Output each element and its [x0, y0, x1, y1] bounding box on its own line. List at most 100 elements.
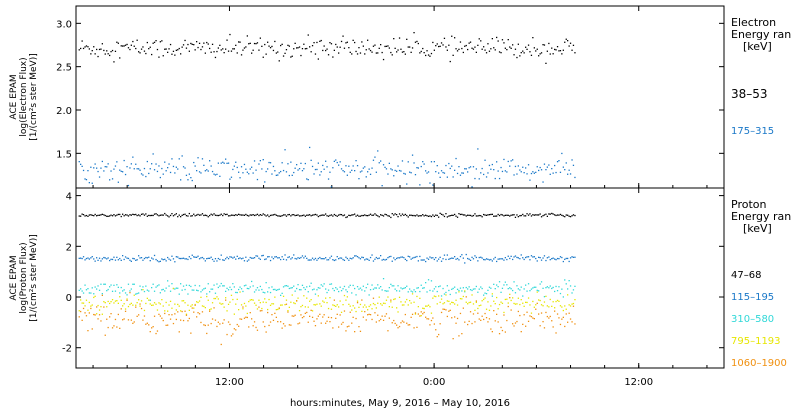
data-point — [506, 258, 508, 261]
data-point — [113, 61, 115, 63]
data-point — [225, 299, 227, 301]
data-point — [510, 299, 512, 302]
data-point — [193, 289, 195, 291]
data-point — [378, 216, 380, 218]
data-point — [168, 216, 170, 218]
data-point — [101, 294, 103, 296]
data-point — [496, 215, 498, 217]
data-point — [465, 253, 467, 256]
data-point — [245, 256, 247, 258]
data-point — [545, 287, 547, 289]
data-point — [325, 213, 327, 215]
data-point — [304, 215, 306, 217]
data-point — [301, 317, 304, 319]
data-point — [571, 159, 573, 161]
data-point — [148, 214, 150, 217]
data-point — [267, 41, 269, 43]
data-point — [256, 178, 259, 181]
data-point — [501, 302, 504, 304]
data-point — [201, 46, 204, 48]
data-point — [517, 310, 519, 313]
data-point — [480, 256, 482, 258]
data-point — [490, 258, 492, 261]
data-point — [190, 332, 192, 334]
data-point — [135, 47, 137, 50]
data-point — [513, 325, 515, 327]
data-point — [427, 279, 430, 281]
data-point — [336, 215, 338, 217]
data-point — [369, 289, 372, 291]
data-point — [410, 290, 412, 292]
data-point — [136, 302, 138, 304]
data-point — [330, 283, 333, 285]
data-point — [520, 331, 522, 333]
data-point — [326, 48, 328, 50]
data-point — [456, 172, 459, 175]
series-3 — [78, 287, 576, 317]
data-point — [532, 214, 534, 216]
data-point — [484, 312, 486, 315]
data-point — [480, 172, 482, 174]
data-point — [381, 304, 383, 306]
data-point — [168, 285, 170, 287]
data-point — [109, 259, 111, 262]
data-point — [242, 49, 244, 51]
data-point — [472, 313, 475, 315]
data-point — [410, 51, 412, 53]
data-point — [365, 176, 367, 178]
data-point — [211, 170, 214, 173]
data-point — [398, 169, 401, 172]
data-point — [536, 289, 538, 291]
data-point — [362, 214, 364, 217]
data-point — [316, 318, 318, 320]
data-point — [561, 256, 563, 259]
data-point — [274, 256, 276, 258]
data-point — [472, 214, 475, 217]
data-point — [375, 256, 377, 259]
data-point — [349, 171, 351, 173]
data-point — [169, 300, 172, 302]
data-point — [235, 161, 237, 163]
data-point — [500, 166, 502, 169]
data-point — [155, 258, 157, 261]
data-point — [152, 326, 154, 328]
data-point — [417, 167, 419, 169]
data-point — [282, 286, 285, 288]
data-point — [411, 47, 414, 49]
data-point — [255, 326, 257, 329]
data-point — [377, 284, 379, 286]
data-point — [217, 286, 219, 289]
data-point — [256, 287, 259, 289]
data-point — [191, 179, 193, 182]
data-point — [200, 296, 202, 298]
data-point — [474, 213, 476, 215]
data-point — [132, 304, 134, 306]
data-point — [316, 259, 318, 261]
data-point — [527, 297, 530, 299]
data-point — [378, 162, 380, 164]
data-point — [253, 42, 256, 45]
data-point — [319, 40, 321, 42]
data-point — [500, 301, 502, 303]
data-point — [420, 215, 422, 217]
data-point — [342, 35, 344, 37]
data-point — [209, 257, 211, 259]
data-point — [94, 163, 96, 165]
data-point — [361, 41, 363, 43]
data-point — [169, 43, 172, 46]
data-point — [222, 259, 224, 261]
data-point — [438, 172, 440, 174]
data-point — [193, 311, 195, 313]
data-point — [229, 33, 231, 36]
data-point — [403, 287, 405, 289]
data-point — [148, 290, 150, 292]
data-point — [549, 259, 551, 261]
data-point — [175, 49, 177, 51]
data-point — [223, 285, 225, 287]
data-point — [249, 312, 251, 314]
data-point — [291, 294, 293, 296]
data-point — [107, 163, 109, 165]
data-point — [97, 285, 99, 287]
data-point — [491, 163, 493, 166]
